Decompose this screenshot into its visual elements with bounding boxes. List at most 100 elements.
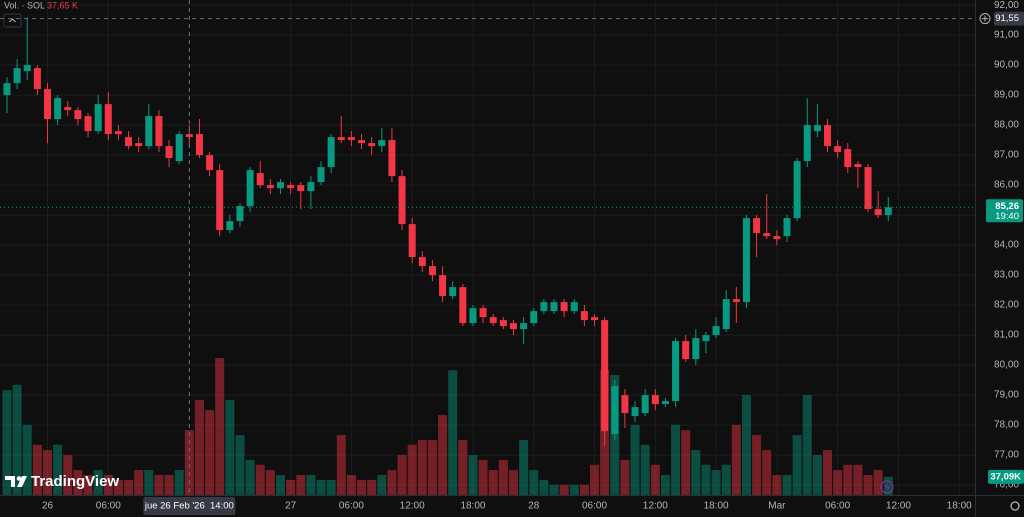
candle-body xyxy=(236,206,244,222)
candle-body xyxy=(195,134,203,156)
candle-body xyxy=(763,233,771,237)
candle-body xyxy=(580,311,588,321)
y-tick-label: 87,00 xyxy=(994,150,1019,161)
volume-bar xyxy=(468,455,478,495)
volume-bar xyxy=(823,450,833,495)
volume-bar xyxy=(427,439,437,495)
crosshair-price-tag xyxy=(994,11,1024,26)
volume-bar xyxy=(448,370,458,495)
add-alert-button[interactable] xyxy=(979,13,991,25)
x-tick-label: 18:00 xyxy=(704,501,729,512)
candle-body xyxy=(540,302,548,312)
candle-body xyxy=(661,401,669,405)
volume-bar xyxy=(245,459,255,495)
y-tick-label: 92,00 xyxy=(994,0,1019,11)
last-price-tag xyxy=(986,199,1023,223)
volume-bar xyxy=(498,459,508,495)
candle-body xyxy=(216,170,224,231)
volume-bar xyxy=(316,479,326,495)
volume-bar xyxy=(812,455,822,495)
candle-body xyxy=(13,68,21,84)
candle-body xyxy=(327,137,335,168)
candle-body xyxy=(499,320,507,327)
volume-bar xyxy=(671,424,681,495)
candle-body xyxy=(550,302,558,312)
volume-legend-value: 37,65 K xyxy=(47,0,78,10)
candle-body xyxy=(287,185,295,189)
candle-body xyxy=(864,167,872,210)
x-tick-label: 27 xyxy=(285,501,297,512)
candle-body xyxy=(834,146,842,153)
candle-body xyxy=(64,107,72,111)
candle-body xyxy=(712,326,720,336)
settings-icon[interactable] xyxy=(1010,501,1020,511)
candle-body xyxy=(479,308,487,318)
candle-body xyxy=(469,308,477,324)
candle-body xyxy=(621,395,629,414)
candle-body xyxy=(114,131,122,135)
x-tick-label: 12:00 xyxy=(886,501,911,512)
candle-body xyxy=(398,176,406,225)
volume-bar xyxy=(681,430,691,495)
volume-bar xyxy=(549,484,559,495)
candle-body xyxy=(347,137,355,141)
volume-bar xyxy=(529,470,539,495)
volume-bar xyxy=(154,475,164,495)
x-tick-label: 06:00 xyxy=(96,501,121,512)
volume-bar xyxy=(620,459,630,495)
volume-bar xyxy=(103,475,113,495)
candle-body xyxy=(509,323,517,330)
candle-body xyxy=(44,89,52,120)
volume-bar xyxy=(630,424,640,495)
x-tick-label: 12:00 xyxy=(643,501,668,512)
volume-bar xyxy=(93,470,103,495)
candle-body xyxy=(428,266,436,276)
candle-body xyxy=(844,149,852,168)
volume-bar xyxy=(265,470,275,495)
volume-bar xyxy=(802,395,812,495)
candle-body xyxy=(591,317,599,321)
candle-body xyxy=(358,140,366,144)
volume-bar xyxy=(438,415,448,495)
volume-bar xyxy=(326,479,336,495)
candle-body xyxy=(206,155,214,171)
alert-icon[interactable] xyxy=(880,480,894,494)
alert-bolt xyxy=(885,483,890,491)
volume-bar xyxy=(144,470,154,495)
candle-body xyxy=(54,98,62,120)
x-tick-label: 18:00 xyxy=(947,501,972,512)
volume-bar xyxy=(134,470,144,495)
volume-bar xyxy=(569,484,579,495)
x-tick-label: 12:00 xyxy=(400,501,425,512)
volume-bar xyxy=(43,450,53,495)
y-tick-label: 79,00 xyxy=(994,390,1019,401)
collapse-button[interactable] xyxy=(3,13,22,28)
candle-body xyxy=(378,140,386,147)
y-tick-label: 91,00 xyxy=(994,30,1019,41)
candle-body xyxy=(145,116,153,147)
volume-bar xyxy=(2,390,12,495)
volume-bar xyxy=(650,464,660,495)
candle-body xyxy=(266,185,274,189)
crosshair-price-label: 91,55 xyxy=(995,13,1019,24)
candle-body xyxy=(226,221,234,231)
volume-bar xyxy=(296,475,306,495)
volume-bar xyxy=(184,430,194,495)
volume-bar xyxy=(660,475,670,495)
candle-body xyxy=(489,317,497,324)
candle-body xyxy=(682,341,690,360)
candle-body xyxy=(3,83,11,96)
candle-body xyxy=(125,137,133,147)
volume-bar xyxy=(63,455,73,495)
volume-bar xyxy=(235,435,245,495)
candle-body xyxy=(459,287,467,324)
volume-bar xyxy=(306,475,316,495)
candle-body xyxy=(601,320,609,432)
volume-bar xyxy=(377,475,387,495)
logo-icon xyxy=(5,476,27,487)
candle-body xyxy=(23,65,31,72)
volume-bar xyxy=(762,450,772,495)
volume-bar xyxy=(124,479,134,495)
